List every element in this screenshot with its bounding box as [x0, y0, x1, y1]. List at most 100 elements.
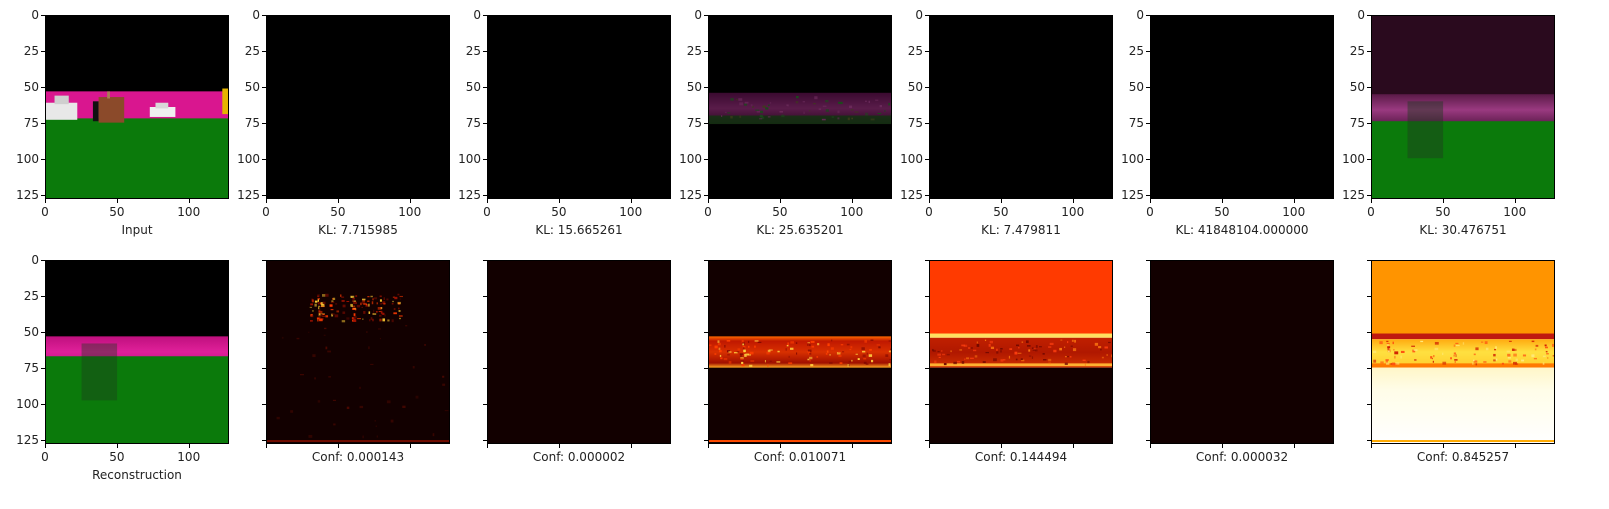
heat-hotspot	[350, 303, 353, 307]
image-reconstruction	[46, 261, 228, 443]
dim-texture	[831, 116, 834, 118]
heat-hotspot	[330, 308, 334, 311]
heat-band-texture	[1070, 345, 1073, 347]
heat-hotspot	[353, 305, 356, 307]
dim-texture	[803, 111, 805, 114]
y-tick-mark	[925, 158, 929, 160]
x-tick-mark	[929, 199, 930, 203]
y-tick-mark	[1146, 50, 1150, 52]
heat-band-texture	[1065, 356, 1067, 358]
x-tick-label: 100	[619, 205, 643, 219]
dim-texture	[759, 118, 763, 120]
heat-band-texture	[1106, 354, 1108, 356]
heat-band-texture	[1544, 346, 1548, 349]
dim-texture	[864, 100, 867, 102]
heat-noise	[359, 386, 361, 389]
y-tick-mark	[1367, 50, 1371, 52]
image-conf5	[1151, 261, 1333, 443]
heat-band-texture	[866, 352, 868, 355]
dim-texture	[762, 105, 767, 108]
heat-hotspot	[314, 300, 318, 303]
heat-band-texture	[878, 346, 881, 349]
heat-band-texture	[1064, 362, 1068, 365]
y-tick-mark	[41, 194, 45, 196]
dim-texture	[850, 109, 854, 111]
car-left-roof	[54, 95, 69, 105]
heat-band-texture	[1473, 359, 1475, 362]
heat-hotspot	[346, 301, 350, 303]
heat-lower-edge	[930, 363, 1112, 367]
dim-texture	[854, 111, 859, 113]
panel-layer5	[1150, 15, 1334, 199]
x-tick-mark	[487, 444, 488, 448]
heat-hotspot	[319, 317, 321, 319]
heat-grass-region	[1372, 367, 1554, 443]
heat-band-texture	[1042, 359, 1047, 361]
heat-band-texture	[953, 361, 957, 365]
heat-band-texture	[1386, 362, 1390, 365]
heat-band-texture	[870, 339, 874, 341]
heat-band-texture	[736, 351, 740, 353]
heat-sky-region	[930, 261, 1112, 335]
heat-band-texture	[1483, 361, 1487, 363]
heat-noise	[386, 400, 391, 404]
heat-band-texture	[970, 347, 973, 349]
heat-noise	[366, 331, 368, 333]
y-tick-mark	[1146, 194, 1150, 196]
black-image	[1151, 16, 1333, 198]
heat-band-texture	[829, 361, 833, 364]
heat-band-texture	[728, 350, 732, 354]
x-tick-label: 0	[262, 205, 270, 219]
heat-band-texture	[769, 360, 772, 362]
heat-band-texture	[937, 351, 940, 353]
heat-hotspot	[312, 310, 314, 312]
y-tick-mark	[1367, 439, 1371, 441]
heat-hotspot	[386, 298, 389, 301]
heat-hotspot	[355, 295, 358, 298]
dim-texture	[879, 104, 883, 108]
heat-hotspot	[318, 307, 320, 310]
heat-band-texture	[1009, 348, 1013, 351]
heat-band-texture	[754, 345, 756, 348]
heat-band-texture	[888, 350, 891, 353]
caption-layer4: KL: 7.479811	[981, 223, 1061, 237]
heat-band-texture	[871, 359, 874, 363]
y-tick-mark	[262, 403, 266, 405]
heat-band-texture	[1513, 361, 1517, 365]
heat-band-texture	[724, 344, 726, 348]
image-layer1	[267, 16, 449, 198]
heat-noise	[299, 374, 304, 376]
y-tick-mark	[483, 403, 487, 405]
dim-texture	[888, 102, 891, 106]
heatmap-background	[267, 261, 449, 443]
x-tick-mark	[266, 444, 267, 448]
heat-grass-region	[930, 367, 1112, 443]
heat-band-texture	[767, 364, 769, 367]
heat-band-texture	[1087, 360, 1090, 364]
dim-texture	[849, 105, 853, 109]
heat-hotspot	[399, 298, 402, 300]
heat-band-texture	[1411, 345, 1415, 347]
heat-hotspot	[341, 320, 346, 323]
heat-band-texture	[769, 349, 773, 351]
heat-band-texture	[1380, 361, 1384, 364]
heat-bottom-edge	[1372, 440, 1554, 443]
heat-band-texture	[717, 342, 721, 346]
heat-hotspot	[320, 302, 324, 305]
heat-band-texture	[1059, 347, 1062, 351]
heat-band-texture	[776, 361, 781, 363]
dim-texture	[739, 115, 742, 118]
heat-hotspot	[331, 300, 334, 302]
sign-yellow	[222, 88, 228, 115]
x-tick-label: 0	[925, 205, 933, 219]
heat-hotspot	[391, 319, 394, 323]
x-tick-mark	[45, 444, 46, 448]
heat-band-texture	[809, 344, 811, 347]
heat-band-texture	[1021, 341, 1024, 343]
heat-band-texture	[810, 340, 815, 343]
heat-band-texture	[1400, 355, 1402, 359]
heat-band-texture	[1063, 346, 1066, 348]
x-tick-mark	[708, 199, 709, 203]
heat-hotspot	[363, 311, 366, 314]
heat-hotspot	[383, 297, 385, 300]
